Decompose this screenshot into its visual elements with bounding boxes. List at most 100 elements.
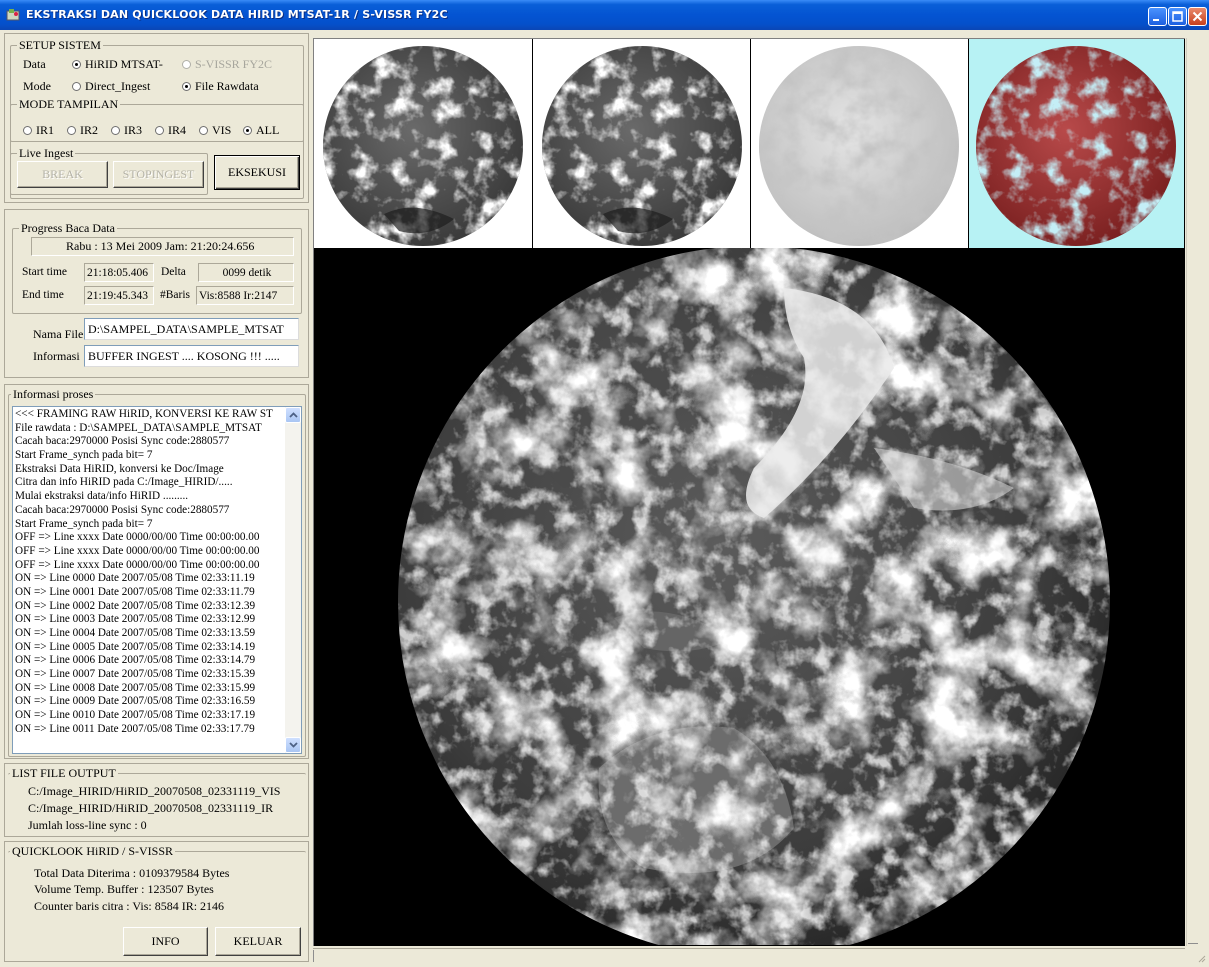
radio-label: IR2 [80,123,98,137]
log-line: OFF => Line xxxx Date 0000/00/00 Time 00… [15,558,260,571]
log-line: ON => Line 0004 Date 2007/05/08 Time 02:… [15,627,256,639]
stop-ingest-button[interactable]: STOPINGEST [113,161,204,188]
close-button[interactable] [1188,7,1207,26]
thumbnail-ir1[interactable] [314,39,533,248]
log-line: Cacah baca:2970000 Posisi Sync code:2880… [15,435,230,448]
scroll-up-button[interactable] [285,407,301,423]
info-label: Informasi [33,349,80,363]
main-earth-image [314,248,1184,945]
rows-value: Vis:8588 Ir:2147 [196,286,294,305]
log-line: OFF => Line xxxx Date 0000/00/00 Time 00… [15,544,260,557]
file-output-panel [4,763,309,837]
close-icon [1192,11,1203,22]
process-info-group: Informasi proses [8,387,306,757]
log-line: Start Frame_synch pada bit= 7 [15,517,153,530]
log-line: File rawdata : D:\SAMPEL_DATA\SAMPLE_MTS… [15,421,262,434]
break-button[interactable]: BREAK [17,161,108,188]
quicklook-legend: QUICKLOOK HiRID / S-VISSR [10,844,176,859]
viewer-horizontal-scrollbar[interactable] [313,948,1185,962]
end-time-value: 21:19:45.343 [84,286,154,305]
radio-dot [72,60,81,69]
resize-grip-icon[interactable] [1196,953,1206,963]
execute-button[interactable]: EKSEKUSI [214,155,300,190]
radio-ir2[interactable]: IR2 [67,123,98,138]
radio-data-svissr[interactable]: S-VISSR FY2C [182,57,272,72]
display-mode-group: MODE TAMPILAN [10,97,304,142]
thumbnail-color[interactable] [969,39,1184,248]
delta-value: 0099 detik [198,263,294,282]
loss-line-count: Jumlah loss-line sync : 0 [28,818,147,832]
output-file-vis: C:/Image_HIRID/HiRID_20070508_02331119_V… [28,784,281,798]
start-time-value: 21:18:05.406 [84,263,154,282]
radio-ir3[interactable]: IR3 [111,123,142,138]
radio-vis[interactable]: VIS [199,123,231,138]
log-line: ON => Line 0001 Date 2007/05/08 Time 02:… [15,585,255,598]
log-line: Start Frame_synch pada bit= 7 [15,449,153,462]
thumbnail-ir1-image [323,46,523,246]
log-line: ON => Line 0002 Date 2007/05/08 Time 02:… [15,599,256,612]
log-line: ON => Line 0010 Date 2007/05/08 Time 02:… [15,709,256,722]
maximize-button[interactable] [1168,7,1187,26]
log-line: ON => Line 0003 Date 2007/05/08 Time 02:… [15,613,256,626]
viewer-vertical-scrollbar[interactable] [1186,38,1200,946]
live-ingest-group: Live Ingest [10,146,208,195]
minimize-button[interactable] [1148,7,1167,26]
radio-label: File Rawdata [195,79,259,93]
setup-legend: SETUP SISTEM [17,38,103,53]
exit-button[interactable]: KELUAR [215,927,301,956]
app-icon [6,9,20,21]
chevron-down-icon [288,742,298,748]
image-row-counter: Counter baris citra : Vis: 8584 IR: 2146 [34,899,225,913]
radio-dot [67,126,76,135]
scroll-thumb[interactable] [313,950,317,962]
radio-dot [243,126,252,135]
mode-label: Mode [23,79,51,93]
radio-dot [182,60,191,69]
thumbnail-wv-image [759,46,959,246]
scroll-down-button[interactable] [285,737,301,753]
radio-mode-rawdata[interactable]: File Rawdata [182,79,259,94]
process-log-list[interactable]: <<< FRAMING RAW HiRID, KONVERSI KE RAW S… [12,406,302,754]
log-line: OFF => Line xxxx Date 0000/00/00 Time 00… [15,531,260,544]
info-button[interactable]: INFO [123,927,208,956]
radio-label: Direct_Ingest [85,79,151,93]
total-data-received: Total Data Diterima : 0109379584 Bytes [34,866,230,880]
datetime-display: Rabu : 13 Mei 2009 Jam: 21:20:24.656 [31,237,294,256]
log-line: Citra dan info HiRID pada C:/Image_HIRID… [15,476,233,489]
progress-group: Progress Baca Data [12,221,302,314]
radio-data-hirid[interactable]: HiRID MTSAT- [72,57,163,72]
live-ingest-legend: Live Ingest [17,146,76,161]
radio-mode-direct[interactable]: Direct_Ingest [72,79,150,94]
image-viewer[interactable] [313,38,1185,946]
data-label: Data [23,57,46,71]
progress-legend: Progress Baca Data [19,221,117,236]
radio-dot [72,82,81,91]
log-line: ON => Line 0007 Date 2007/05/08 Time 02:… [15,668,256,681]
scroll-thumb[interactable] [1188,943,1198,946]
info-field[interactable]: BUFFER INGEST .... KOSONG !!! ..... [84,345,299,367]
log-line: ON => Line 0006 Date 2007/05/08 Time 02:… [15,654,256,667]
radio-dot [155,126,164,135]
radio-all[interactable]: ALL [243,123,279,138]
log-line: Cacah baca:2970000 Posisi Sync code:2880… [15,503,230,516]
minimize-icon [1153,19,1159,21]
file-output-group: LIST FILE OUTPUT [8,766,306,835]
radio-ir4[interactable]: IR4 [155,123,186,138]
log-scrollbar[interactable] [285,407,301,753]
process-log-items: <<< FRAMING RAW HiRID, KONVERSI KE RAW S… [15,408,283,737]
thumbnail-wv[interactable] [751,39,969,248]
thumbnail-ir2[interactable] [533,39,751,248]
temp-buffer-volume: Volume Temp. Buffer : 123507 Bytes [34,882,214,896]
end-time-label: End time [22,289,64,301]
file-name-field[interactable]: D:\SAMPEL_DATA\SAMPLE_MTSAT [84,318,299,340]
quicklook-group: QUICKLOOK HiRID / S-VISSR [8,844,306,917]
radio-dot [182,82,191,91]
log-line: <<< FRAMING RAW HiRID, KONVERSI KE RAW S… [15,408,273,420]
chevron-up-icon [288,412,298,418]
maximize-icon [1172,11,1183,22]
radio-ir1[interactable]: IR1 [23,123,54,138]
radio-label: IR1 [36,123,54,137]
process-info-panel [4,384,309,759]
radio-dot [111,126,120,135]
progress-panel [4,209,309,378]
